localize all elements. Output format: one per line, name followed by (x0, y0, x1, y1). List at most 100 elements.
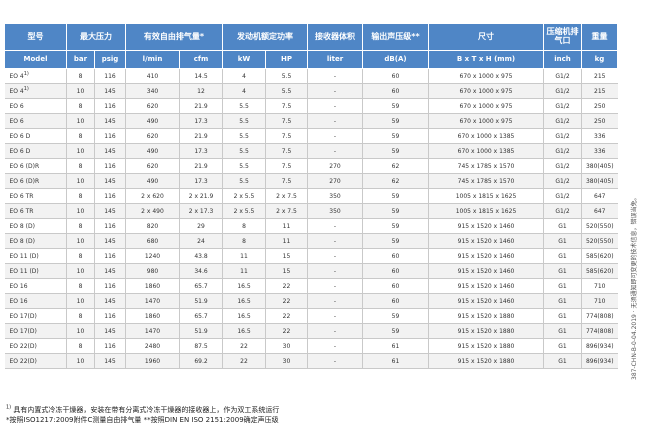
cell-cfm: 43.8 (179, 248, 223, 264)
cell-psig: 145 (94, 233, 126, 249)
cell-inch: G1/2 (543, 98, 582, 114)
model-name: EO 11 (D) (9, 252, 39, 260)
cell-model: EO 6 TR (4, 203, 67, 219)
cell-kg: 774(808) (581, 323, 618, 339)
model-name: EO 17(D) (9, 312, 37, 320)
cell-psig: 145 (94, 293, 126, 309)
cell-inch: G1 (543, 293, 582, 309)
cell-dba: 59 (362, 233, 429, 249)
cell-cfm: 21.9 (179, 128, 223, 144)
cell-hp: 7.5 (265, 128, 308, 144)
header-weight: 重量 (581, 23, 618, 51)
cell-cfm: 65.7 (179, 278, 223, 294)
cell-inch: G1/2 (543, 68, 582, 84)
cell-model: EO 6 TR (4, 188, 67, 204)
cell-dba: 59 (362, 143, 429, 159)
cell-lmin: 1240 (125, 248, 180, 264)
cell-hp: 7.5 (265, 173, 308, 189)
cell-model: EO 8 (D) (4, 233, 67, 249)
cell-cfm: 17.3 (179, 143, 223, 159)
cell-dba: 59 (362, 218, 429, 234)
cell-psig: 145 (94, 173, 126, 189)
cell-dba: 61 (362, 353, 429, 369)
cell-inch: G1 (543, 278, 582, 294)
model-name: EO 6 TR (9, 207, 34, 215)
cell-cfm: 2 x 17.3 (179, 203, 223, 219)
cell-cfm: 21.9 (179, 98, 223, 114)
cell-cfm: 24 (179, 233, 223, 249)
cell-liter: - (307, 143, 363, 159)
table-row: EO 22(D) 10 145 1960 69.2 22 30-61 915 x 1520 x… (4, 353, 618, 369)
cell-kw: 5.5 (222, 98, 266, 114)
cell-cfm: 65.7 (179, 308, 223, 324)
cell-liter: - (307, 308, 363, 324)
cell-inch: G1/2 (543, 188, 582, 204)
cell-liter: - (307, 98, 363, 114)
cell-dba: 59 (362, 188, 429, 204)
cell-kw: 5.5 (222, 128, 266, 144)
cell-dba: 59 (362, 323, 429, 339)
footnote-1: 1) 具有内置式冷冻干燥器，安装在带有分离式冷冻干燥器的接收器上，作为双工系统运… (6, 405, 279, 415)
unit-kw: kW (222, 50, 266, 69)
cell-bar: 10 (66, 293, 95, 309)
cell-liter: - (307, 248, 363, 264)
cell-kg: 585(620) (581, 248, 618, 264)
model-name: EO 4 (9, 87, 24, 95)
cell-psig: 145 (94, 353, 126, 369)
cell-dba: 59 (362, 128, 429, 144)
cell-bar: 8 (66, 218, 95, 234)
cell-liter: 350 (307, 188, 363, 204)
cell-liter: - (307, 83, 363, 99)
cell-kw: 2 x 5.5 (222, 203, 266, 219)
cell-size: 670 x 1000 x 975 (428, 113, 544, 129)
cell-inch: G1/2 (543, 113, 582, 129)
cell-dba: 61 (362, 338, 429, 354)
model-name: EO 6 D (9, 147, 31, 155)
cell-lmin: 490 (125, 113, 180, 129)
cell-dba: 62 (362, 158, 429, 174)
model-footnote-mark: 1) (23, 70, 29, 77)
cell-lmin: 490 (125, 143, 180, 159)
cell-inch: G1/2 (543, 158, 582, 174)
cell-hp: 11 (265, 218, 308, 234)
unit-lmin: l/min (125, 50, 180, 69)
model-name: EO 6 TR (9, 192, 34, 200)
footnote-1-text: 具有内置式冷冻干燥器，安装在带有分离式冷冻干燥器的接收器上，作为双工系统运行 (13, 406, 280, 414)
table-row: EO 17(D) 8 116 1860 65.7 16.5 22-59 915 x 1520 … (4, 308, 618, 324)
cell-psig: 116 (94, 158, 126, 174)
cell-size: 670 x 1000 x 1385 (428, 128, 544, 144)
cell-bar: 10 (66, 173, 95, 189)
cell-model: EO 6 (D)R (4, 158, 67, 174)
cell-lmin: 980 (125, 263, 180, 279)
unit-kg: kg (581, 50, 618, 69)
table-row: EO 6 D 8 116 620 21.9 5.5 7.5-59 670 x 1000 x 1… (4, 128, 618, 144)
cell-psig: 116 (94, 338, 126, 354)
cell-model: EO 16 (4, 278, 67, 294)
cell-inch: G1 (543, 323, 582, 339)
cell-dba: 60 (362, 83, 429, 99)
cell-model: EO 8 (D) (4, 218, 67, 234)
cell-size: 915 x 1520 x 1880 (428, 308, 544, 324)
model-footnote-mark: 1) (23, 85, 29, 92)
cell-model: EO 11 (D) (4, 248, 67, 264)
cell-bar: 10 (66, 323, 95, 339)
cell-model: EO 6 (4, 113, 67, 129)
cell-model: EO 6 D (4, 128, 67, 144)
cell-size: 915 x 1520 x 1460 (428, 248, 544, 264)
table-row: EO 6 10 145 490 17.3 5.5 7.5-59 670 x 1000 x 97… (4, 113, 618, 129)
cell-size: 670 x 1000 x 975 (428, 68, 544, 84)
cell-psig: 116 (94, 218, 126, 234)
cell-dba: 60 (362, 278, 429, 294)
cell-liter: - (307, 113, 363, 129)
cell-hp: 15 (265, 248, 308, 264)
unit-hp: HP (265, 50, 308, 69)
cell-psig: 116 (94, 188, 126, 204)
cell-size: 1005 x 1815 x 1625 (428, 188, 544, 204)
cell-kg: 896(934) (581, 338, 618, 354)
cell-dba: 60 (362, 68, 429, 84)
cell-inch: G1 (543, 233, 582, 249)
cell-kw: 16.5 (222, 293, 266, 309)
cell-cfm: 17.3 (179, 113, 223, 129)
cell-cfm: 12 (179, 83, 223, 99)
footnote-1-mark: 1) (6, 404, 12, 411)
